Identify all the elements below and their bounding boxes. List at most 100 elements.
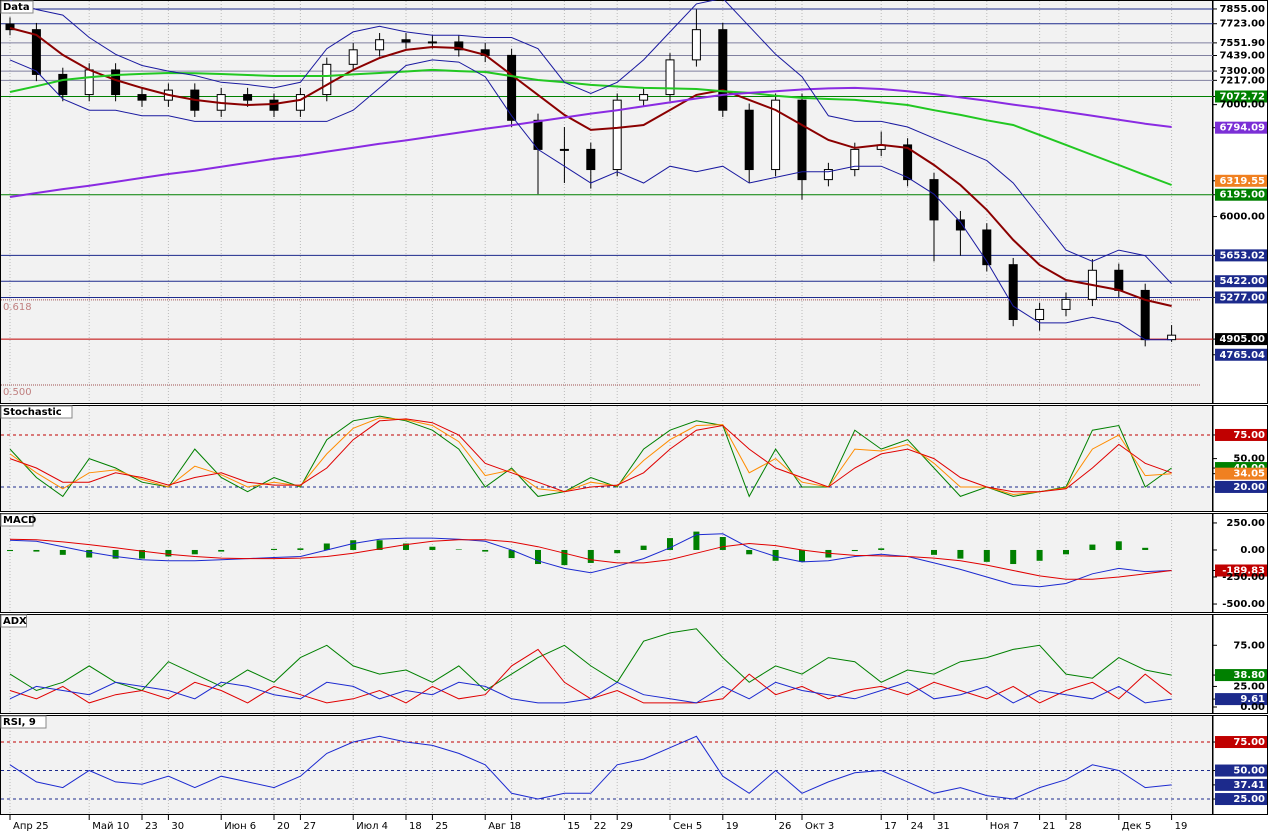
histogram-bar [7, 549, 13, 552]
price-label-bg [1215, 275, 1267, 288]
histogram-bar [667, 538, 673, 550]
y-tick-label: 25.00 [1233, 681, 1265, 692]
histogram-bar [957, 549, 964, 559]
x-tick-label: 27 [303, 821, 316, 832]
price-label-bg [1215, 121, 1267, 134]
histogram-bar [614, 549, 621, 554]
fib-label: 0.618 [3, 302, 32, 313]
x-tick-label: 24 [911, 821, 924, 832]
histogram-bar [86, 549, 93, 558]
y-tick-label: 9.61 [1240, 694, 1265, 705]
candle-body [903, 144, 913, 181]
y-tick-label: 37.41 [1233, 780, 1265, 791]
x-tick-label: 25 [435, 821, 448, 832]
candle-body [111, 69, 121, 96]
histogram-bar [851, 549, 858, 552]
y-tick-label: -250.00 [1222, 572, 1265, 583]
axis-panel [1212, 513, 1268, 613]
x-tick-label: 18 [409, 821, 422, 832]
x-tick-label: 28 [1069, 821, 1082, 832]
panel [0, 405, 1213, 512]
price-label-bg [1215, 693, 1267, 706]
x-tick-label: Окт 3 [805, 821, 834, 832]
fib-label: 0.500 [3, 387, 32, 398]
candle-body [137, 94, 147, 101]
candle-body [559, 148, 569, 151]
candle-body [929, 179, 939, 221]
series-line [9, 417, 1172, 496]
x-tick-label: 19 [1175, 821, 1188, 832]
y-tick-label: 6195.00 [1219, 190, 1265, 201]
histogram-bar [1089, 544, 1096, 550]
panel-title: Stochastic [3, 407, 62, 418]
histogram-bar [112, 549, 119, 559]
x-tick-label: 20 [277, 821, 290, 832]
panel-title-bg [0, 0, 34, 14]
candle-body [1061, 298, 1071, 310]
series-line [9, 0, 1172, 285]
candle-body [84, 69, 94, 96]
series-line [9, 418, 1172, 493]
candle-body [243, 94, 253, 101]
series-line [9, 59, 1172, 341]
candle-body [454, 41, 464, 51]
price-label-bg [1215, 736, 1267, 749]
x-tick-label: 29 [620, 821, 633, 832]
histogram-bar [1036, 549, 1043, 561]
y-tick-label: 4905.00 [1219, 334, 1265, 345]
axis-panel [1212, 405, 1268, 512]
series-line [9, 628, 1172, 692]
histogram-bar [33, 549, 40, 552]
y-tick-label: 7723.00 [1219, 19, 1265, 30]
series-line [9, 86, 1172, 198]
x-tick-label: 19 [726, 821, 739, 832]
x-tick-label: 26 [779, 821, 792, 832]
series-line [9, 735, 1172, 800]
candle-body [1008, 264, 1018, 321]
histogram-bar [482, 549, 489, 552]
candle-body [427, 41, 437, 44]
candle-body [691, 29, 701, 61]
series-line [9, 681, 1172, 704]
panel [0, 513, 1213, 613]
price-label-bg [1215, 467, 1267, 480]
x-tick-label: 31 [937, 821, 950, 832]
x-tick-label: Ноя 7 [990, 821, 1019, 832]
histogram-bar [587, 549, 594, 563]
y-tick-label: 250.00 [1226, 518, 1265, 529]
x-tick-label: 15 [567, 821, 580, 832]
price-label-bg [1215, 764, 1267, 777]
y-tick-label: -189.83 [1222, 565, 1265, 576]
panel [0, 614, 1213, 714]
histogram-bar [1115, 541, 1122, 550]
histogram-bar [429, 546, 436, 550]
candle-body [507, 54, 517, 121]
price-label-bg [1215, 188, 1267, 201]
candle-body [823, 169, 833, 181]
histogram-bar [403, 543, 409, 550]
x-tick-label: Авг 1 [488, 821, 516, 832]
candle-body [1114, 269, 1124, 291]
y-tick-label: 5653.02 [1219, 250, 1265, 261]
candle-body [1167, 334, 1177, 341]
x-tick-label: Дек 5 [1122, 821, 1152, 832]
histogram-bar [218, 549, 225, 552]
histogram-bar [1010, 549, 1017, 565]
y-tick-label: 7551.90 [1219, 38, 1265, 49]
price-label-bg [1215, 564, 1267, 577]
y-tick-label: 6000.00 [1219, 212, 1265, 223]
candle-body [612, 99, 622, 171]
price-label-bg [1215, 333, 1267, 346]
histogram-bar [508, 549, 515, 559]
y-tick-label: 75.00 [1233, 430, 1265, 441]
histogram-bar [455, 549, 462, 550]
y-tick-label: 7072.72 [1219, 91, 1265, 102]
y-tick-label: 75.00 [1233, 640, 1265, 651]
histogram-bar [535, 549, 541, 565]
histogram-bar [825, 549, 832, 558]
histogram-bar [931, 549, 937, 555]
histogram-bar [1063, 549, 1069, 555]
price-label-bg [1215, 174, 1267, 187]
y-tick-label: 7300.00 [1219, 66, 1265, 77]
y-tick-label: 7855.00 [1219, 4, 1265, 15]
